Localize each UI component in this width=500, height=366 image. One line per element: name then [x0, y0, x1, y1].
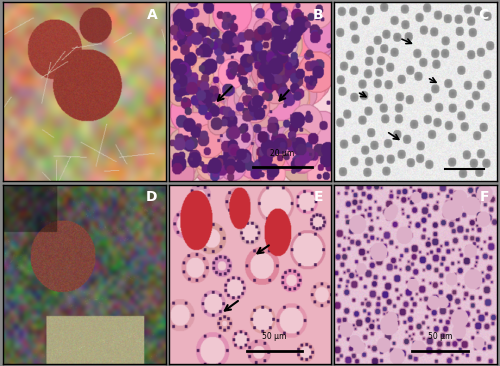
Text: D: D	[146, 190, 158, 204]
Text: E: E	[314, 190, 323, 204]
Text: A: A	[147, 8, 158, 22]
Text: 50 μm: 50 μm	[428, 332, 452, 340]
Text: 50 μm: 50 μm	[262, 332, 286, 340]
Text: C: C	[478, 8, 489, 22]
Text: B: B	[312, 8, 323, 22]
Text: F: F	[480, 190, 489, 204]
Text: 20 μm: 20 μm	[270, 149, 294, 158]
